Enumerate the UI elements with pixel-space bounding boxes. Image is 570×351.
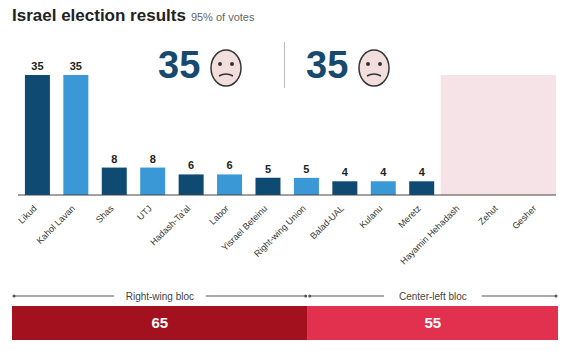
svg-text:Hayamin Hehadash: Hayamin Hehadash xyxy=(398,203,461,266)
html-text:Israel election results 95% of: Israel election results 95% of votes xyxy=(12,6,255,25)
svg-text:6: 6 xyxy=(226,159,232,171)
svg-text:Right-wing Union: Right-wing Union xyxy=(252,203,308,259)
svg-text:UTJ: UTJ xyxy=(135,203,154,222)
svg-text:4: 4 xyxy=(419,166,426,178)
svg-text:Yisrael Beteinu: Yisrael Beteinu xyxy=(219,203,270,253)
svg-text:6: 6 xyxy=(188,159,194,171)
svg-text:Likud: Likud xyxy=(16,203,38,225)
svg-text:Hadash-Ta'al: Hadash-Ta'al xyxy=(148,203,192,247)
svg-text:4: 4 xyxy=(380,166,387,178)
svg-text:Gesher: Gesher xyxy=(510,203,538,231)
svg-text:Center-left bloc: Center-left bloc xyxy=(399,291,467,302)
svg-text:55: 55 xyxy=(425,314,442,331)
svg-text:Meretz: Meretz xyxy=(396,203,423,230)
svg-text:Balad-UAL: Balad-UAL xyxy=(308,203,346,241)
svg-text:5: 5 xyxy=(303,163,309,175)
svg-text:4: 4 xyxy=(342,166,349,178)
svg-text:Right-wing bloc: Right-wing bloc xyxy=(126,291,194,302)
svg-text:35: 35 xyxy=(70,60,82,72)
svg-text:Kahol Lavan: Kahol Lavan xyxy=(35,203,77,245)
svg-text:35: 35 xyxy=(31,60,43,72)
svg-text:5: 5 xyxy=(265,163,271,175)
svg-text:65: 65 xyxy=(152,314,169,331)
svg-text:8: 8 xyxy=(150,153,156,165)
svg-text:8: 8 xyxy=(111,153,117,165)
svg-text:Zehut: Zehut xyxy=(476,203,500,227)
svg-text:Labor: Labor xyxy=(207,203,230,226)
html-text:35: 35 xyxy=(158,44,201,86)
svg-text:Shas: Shas xyxy=(94,203,116,225)
html-text:35: 35 xyxy=(306,44,349,86)
svg-text:Kulanu: Kulanu xyxy=(358,203,385,230)
